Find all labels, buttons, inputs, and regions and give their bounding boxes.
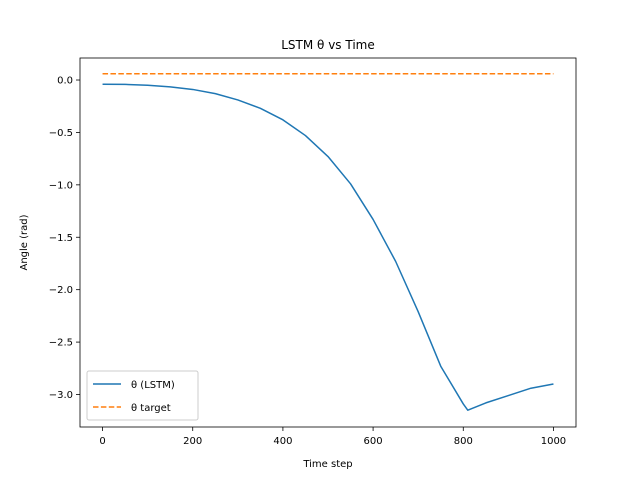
legend-label-lstm: θ (LSTM)	[131, 380, 175, 391]
y-axis: 0.0 −0.5 −1.0 −1.5 −2.0 −2.5 −3.0	[49, 76, 80, 401]
legend: θ (LSTM) θ target	[86, 370, 199, 421]
y-tick-label: −2.5	[49, 338, 73, 349]
y-tick-label: 0.0	[57, 76, 73, 87]
plot-background	[80, 58, 576, 427]
x-tick-label: 1000	[541, 436, 566, 447]
y-tick-label: −2.0	[49, 285, 73, 296]
x-tick-label: 600	[364, 436, 383, 447]
x-axis: 0 200 400 600 800 1000	[99, 427, 566, 447]
x-tick-label: 800	[454, 436, 473, 447]
x-axis-label: Time step	[302, 459, 352, 470]
y-tick-label: −1.5	[49, 233, 73, 244]
x-tick-label: 200	[183, 436, 202, 447]
y-tick-label: −0.5	[49, 128, 73, 139]
legend-label-target: θ target	[131, 403, 171, 414]
y-tick-label: −3.0	[49, 390, 73, 401]
x-tick-label: 400	[273, 436, 292, 447]
chart-title: LSTM θ vs Time	[281, 38, 375, 52]
x-tick-label: 0	[99, 436, 105, 447]
plot-frame	[79, 57, 577, 428]
series-line-0	[102, 83, 554, 411]
series-layer	[102, 72, 554, 411]
y-tick-label: −1.0	[49, 180, 73, 191]
y-axis-label: Angle (rad)	[19, 214, 30, 270]
